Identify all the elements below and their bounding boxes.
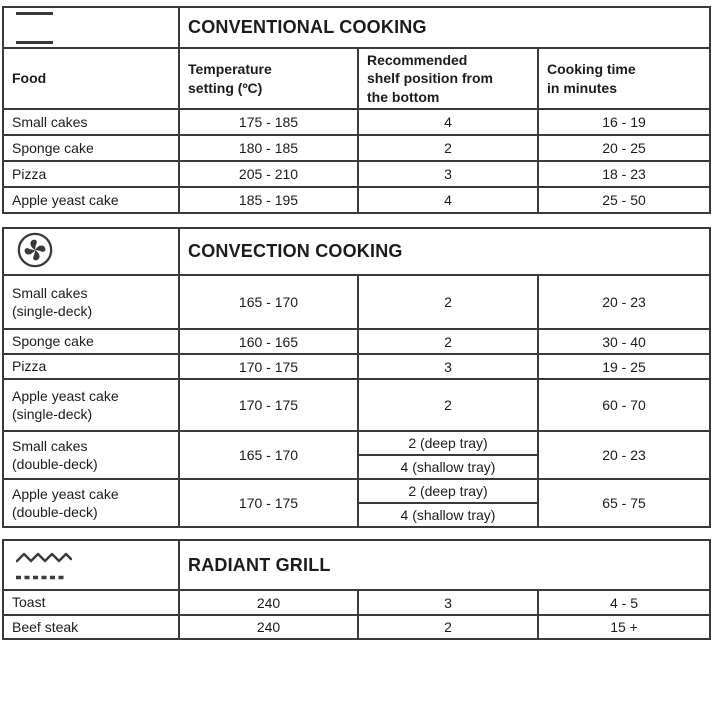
table-row-sub: 4 (shallow tray) (3, 502, 710, 528)
table-row: Sponge cake 160 - 165 2 30 - 40 (2, 328, 712, 355)
table-row: Apple yeast cake 185 - 195 4 25 - 50 (2, 186, 712, 214)
table-title-row: CONVENTIONAL COOKING (2, 6, 712, 49)
bottom-heat-bar (16, 40, 53, 44)
shelf-cell: 3 (357, 160, 539, 188)
table-header-row: Food Temperature setting (ºC) Recommende… (2, 47, 712, 110)
table-row: Small cakes (single-deck) 165 - 170 2 20… (2, 274, 712, 330)
time-cell: 18 - 23 (536, 160, 712, 188)
shelf-position-header: Recommended shelf position from the bott… (357, 47, 539, 110)
mode-icon-cell (2, 227, 180, 276)
table-row: Pizza 205 - 210 3 18 - 23 (2, 160, 712, 188)
temperature-cell: 240 (178, 613, 359, 641)
mode-icon-cell (2, 539, 180, 591)
shelf-deep-tray-cell: 2 (deep tray) (357, 478, 539, 504)
table-row: Apple yeast cake (single-deck) 170 - 175… (2, 378, 712, 432)
food-cell: Pizza (2, 160, 180, 188)
fan-icon (17, 232, 53, 268)
grill-element-icon (16, 552, 172, 580)
time-cell: 25 - 50 (536, 186, 712, 214)
table-row: Apple yeast cake (double-deck) 170 - 175… (2, 478, 712, 528)
shelf-cell: 4 (357, 108, 539, 136)
convection-cooking-table: CONVECTION COOKING Small cakes (single-d… (2, 227, 712, 528)
shelf-deep-tray-cell: 2 (deep tray) (357, 430, 539, 456)
temperature-cell: 185 - 195 (178, 186, 359, 214)
time-cell: 30 - 40 (536, 328, 712, 355)
table-gap (0, 528, 715, 539)
temperature-cell: 205 - 210 (178, 160, 359, 188)
table-row: Beef steak 240 2 15 + (2, 613, 712, 641)
manual-page: CONVENTIONAL COOKING Food Temperature se… (0, 6, 715, 641)
time-cell: 20 - 23 (536, 274, 712, 330)
food-cell: Apple yeast cake (single-deck) (2, 378, 180, 432)
time-cell: 16 - 19 (536, 108, 712, 136)
food-cell: Small cakes (double-deck) (2, 430, 180, 480)
temperature-cell: 165 - 170 (178, 274, 359, 330)
shelf-shallow-tray-cell: 4 (shallow tray) (357, 454, 539, 480)
temperature-cell: 160 - 165 (178, 328, 359, 355)
table-row: Small cakes (double-deck) 165 - 170 2 (d… (2, 430, 712, 480)
temperature-cell: 170 - 175 (178, 353, 359, 380)
food-cell: Small cakes (2, 108, 180, 136)
food-cell: Apple yeast cake (2, 186, 180, 214)
temperature-cell: 165 - 170 (178, 430, 359, 480)
food-cell: Sponge cake (2, 328, 180, 355)
food-cell: Sponge cake (2, 134, 180, 162)
table-title-row: RADIANT GRILL (2, 539, 712, 591)
cooking-time-header: Cooking time in minutes (536, 47, 712, 110)
shelf-cell: 2 (357, 378, 539, 432)
table-row-sub: 4 (shallow tray) (3, 454, 710, 480)
grill-zigzag-icon (16, 552, 72, 563)
shelf-shallow-tray-cell: 4 (shallow tray) (357, 502, 539, 528)
table-row: Sponge cake 180 - 185 2 20 - 25 (2, 134, 712, 162)
top-and-bottom-heat-icon (16, 11, 172, 44)
table-title-row: CONVECTION COOKING (2, 227, 712, 276)
table-gap (0, 214, 715, 227)
food-cell: Apple yeast cake (double-deck) (2, 478, 180, 528)
temperature-cell: 175 - 185 (178, 108, 359, 136)
mode-icon-cell (2, 6, 180, 49)
time-cell: 15 + (536, 613, 712, 641)
temperature-cell: 180 - 185 (178, 134, 359, 162)
food-cell: Toast (2, 589, 180, 616)
table-row: Pizza 170 - 175 3 19 - 25 (2, 353, 712, 380)
shelf-cell: 3 (357, 353, 539, 380)
shelf-cell: 2 (357, 613, 539, 641)
time-cell: 20 - 23 (536, 430, 712, 480)
temperature-header: Temperature setting (ºC) (178, 47, 359, 110)
food-header: Food (2, 47, 180, 110)
conventional-cooking-table: CONVENTIONAL COOKING Food Temperature se… (2, 6, 712, 214)
food-cell: Small cakes (single-deck) (2, 274, 180, 330)
time-cell: 65 - 75 (536, 478, 712, 528)
time-cell: 4 - 5 (536, 589, 712, 616)
temperature-cell: 240 (178, 589, 359, 616)
top-heat-bar (16, 11, 53, 15)
shelf-cell: 4 (357, 186, 539, 214)
table-title: RADIANT GRILL (177, 539, 712, 591)
table-row: Toast 240 3 4 - 5 (2, 589, 712, 616)
shelf-cell: 2 (357, 134, 539, 162)
food-cell: Beef steak (2, 613, 180, 641)
food-cell: Pizza (2, 353, 180, 380)
shelf-cell: 2 (357, 328, 539, 355)
grill-dashed-line-icon (16, 575, 66, 580)
time-cell: 20 - 25 (536, 134, 712, 162)
radiant-grill-table: RADIANT GRILL Toast 240 3 4 - 5 Beef ste… (2, 539, 712, 641)
temperature-cell: 170 - 175 (178, 478, 359, 528)
table-row: Small cakes 175 - 185 4 16 - 19 (2, 108, 712, 136)
temperature-cell: 170 - 175 (178, 378, 359, 432)
table-title: CONVENTIONAL COOKING (177, 6, 712, 49)
shelf-cell: 2 (357, 274, 539, 330)
shelf-cell: 3 (357, 589, 539, 616)
time-cell: 19 - 25 (536, 353, 712, 380)
table-title: CONVECTION COOKING (177, 227, 712, 276)
time-cell: 60 - 70 (536, 378, 712, 432)
